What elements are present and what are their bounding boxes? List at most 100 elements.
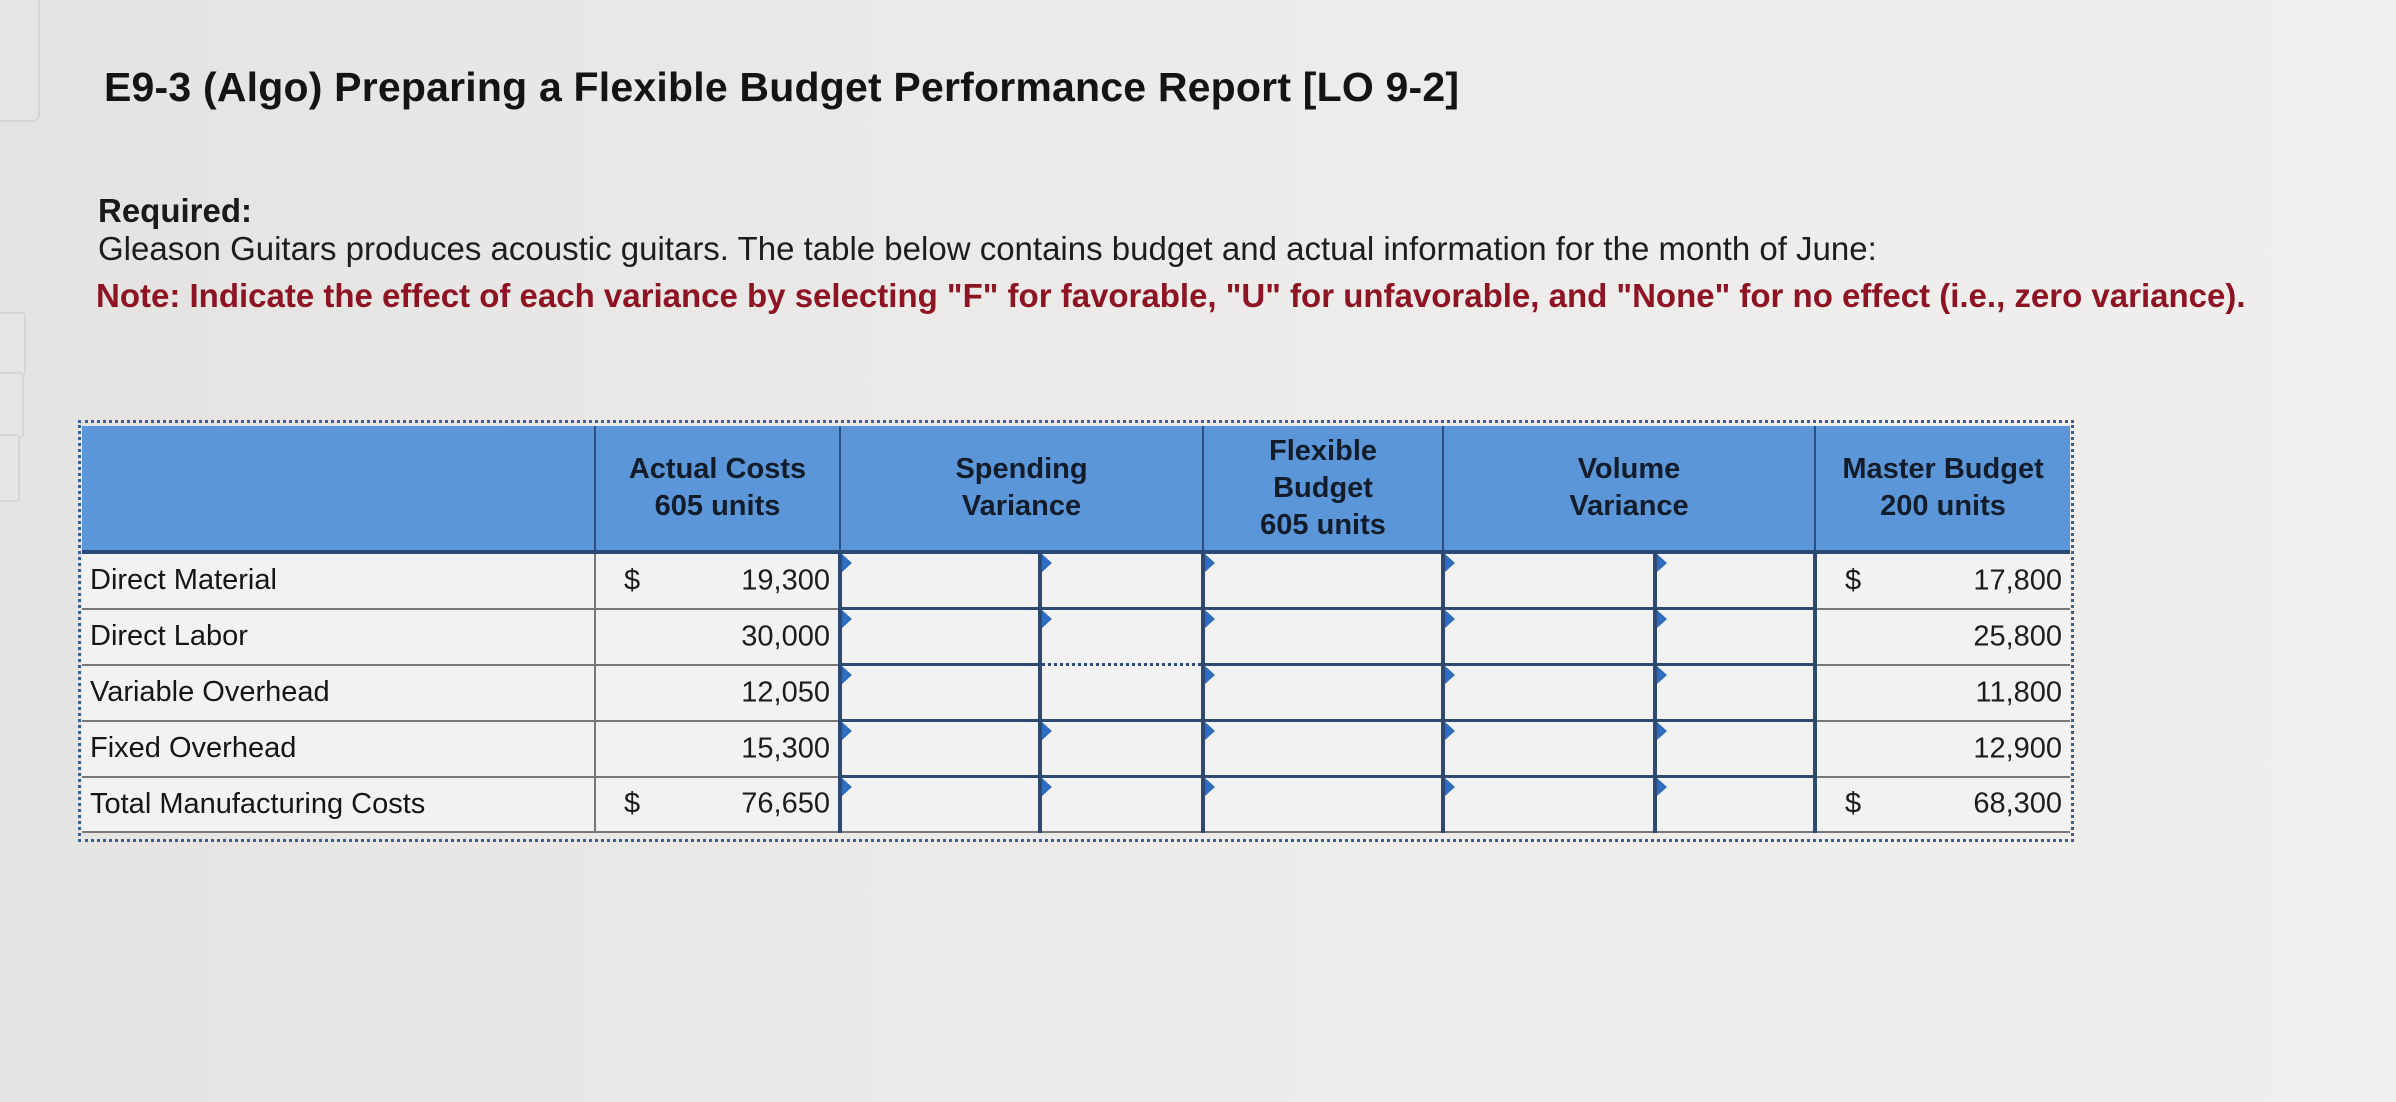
table-row-direct-labor: Direct Labor 30,000 25,800 [82,607,2071,666]
header-flexible-line1: Flexible [1269,434,1378,467]
performance-report-table-container: Actual Costs 605 units Spending Variance… [78,420,2074,842]
spending-variance-amount-input[interactable] [838,607,1042,666]
flexible-budget-performance-report: Actual Costs 605 units Spending Variance… [82,426,2071,833]
volume-variance-amount-field[interactable] [1445,554,1654,607]
spending-variance-effect-field[interactable] [1042,610,1202,663]
flexible-budget-field[interactable] [1205,610,1442,663]
table-row-variable-overhead: Variable Overhead 12,050 11,800 [82,663,2071,722]
spending-variance-amount-input[interactable] [838,663,1042,722]
currency-symbol: $ [1845,564,1862,597]
volume-variance-amount-input[interactable] [1441,550,1658,610]
currency-symbol: $ [1845,787,1862,820]
flexible-budget-field[interactable] [1205,554,1442,607]
actual-cost-value: 30,000 [741,620,830,652]
volume-variance-effect-select[interactable] [1653,663,1818,722]
flexible-budget-input[interactable] [1201,607,1446,666]
required-label: Required: [98,192,253,229]
flexible-budget-input[interactable] [1201,663,1446,722]
spending-variance-effect-select[interactable] [1037,775,1206,833]
volume-variance-effect-field[interactable] [1657,722,1814,775]
volume-variance-effect-select[interactable] [1653,607,1818,666]
master-budget-value: 12,900 [1973,732,2063,764]
volume-variance-amount-input[interactable] [1441,719,1658,778]
header-row: Actual Costs 605 units Spending Variance… [82,426,2071,554]
volume-variance-amount-input[interactable] [1441,775,1658,833]
actual-cost-value: 15,300 [741,732,830,764]
spending-variance-effect-select[interactable] [1037,550,1206,610]
spending-variance-effect-select-focused[interactable] [1038,663,1205,722]
actual-cost-value: 76,650 [741,787,830,820]
row-label: Fixed Overhead [82,720,595,778]
actual-cost-cell: $ 19,300 [594,552,840,610]
header-actual-units: 605 units [654,490,781,522]
actual-cost-value: 19,300 [741,564,830,597]
flexible-budget-input[interactable] [1201,775,1446,833]
flexible-budget-field[interactable] [1205,778,1442,831]
header-volume-line2: Variance [1569,490,1689,522]
spending-variance-amount-field[interactable] [842,666,1038,719]
volume-variance-effect-field[interactable] [1657,666,1814,719]
volume-variance-amount-input[interactable] [1441,663,1658,722]
master-budget-value: 25,800 [1973,620,2063,652]
spending-variance-effect-field[interactable] [1042,666,1202,719]
header-actual-title: Actual Costs [628,453,807,485]
side-panel-tab [0,434,20,502]
volume-variance-effect-select[interactable] [1653,775,1818,833]
actual-cost-cell: 12,050 [594,664,840,722]
spending-variance-effect-select[interactable] [1037,719,1206,778]
page-title: E9-3 (Algo) Preparing a Flexible Budget … [104,64,1460,110]
volume-variance-effect-select[interactable] [1653,550,1818,610]
volume-variance-effect-select[interactable] [1653,719,1818,778]
table-row-fixed-overhead: Fixed Overhead 15,300 12,900 [82,719,2071,778]
flexible-budget-field[interactable] [1205,666,1442,719]
row-label: Total Manufacturing Costs [82,776,595,833]
actual-cost-value: 12,050 [741,676,830,708]
actual-cost-cell: 30,000 [594,608,840,666]
master-budget-cell: 11,800 [1813,664,2071,722]
currency-symbol: $ [624,564,641,597]
spending-variance-amount-input[interactable] [838,719,1042,778]
header-flexible-budget: Flexible Budget 605 units [1202,426,1444,554]
flexible-budget-input[interactable] [1201,719,1446,778]
volume-variance-amount-input[interactable] [1441,607,1658,666]
actual-cost-cell: 15,300 [594,720,840,778]
row-label: Direct Material [82,552,595,610]
header-flexible-units: 605 units [1260,508,1386,541]
problem-intro: Gleason Guitars produces acoustic guitar… [98,230,1877,267]
header-spending-line1: Spending [955,453,1088,485]
volume-variance-amount-field[interactable] [1445,610,1654,663]
header-line-item [82,426,595,554]
header-master-title: Master Budget [1842,453,2044,485]
master-budget-cell: 12,900 [1813,720,2071,778]
table-row-direct-material: Direct Material $ 19,300 $ 17,800 [82,550,2071,610]
spending-variance-effect-field[interactable] [1042,778,1202,831]
spending-variance-effect-select[interactable] [1037,607,1206,666]
spending-variance-amount-field[interactable] [842,778,1038,831]
volume-variance-amount-field[interactable] [1445,666,1654,719]
spending-variance-effect-field[interactable] [1042,722,1202,775]
header-master-units: 200 units [1880,490,2006,522]
instruction-note: Note: Indicate the effect of each varian… [96,277,2246,314]
side-panel-tab [0,0,40,122]
volume-variance-amount-field[interactable] [1445,722,1654,775]
spending-variance-amount-field[interactable] [842,554,1038,607]
spending-variance-amount-field[interactable] [842,722,1038,775]
header-master-budget: Master Budget 200 units [1814,426,2071,554]
spending-variance-amount-field[interactable] [842,610,1038,663]
volume-variance-amount-field[interactable] [1445,778,1654,831]
header-spending-variance: Spending Variance [838,426,1204,554]
volume-variance-effect-field[interactable] [1657,554,1814,607]
spending-variance-amount-input[interactable] [838,550,1042,610]
row-label: Variable Overhead [82,664,595,722]
master-budget-cell: 25,800 [1813,608,2071,666]
header-volume-variance: Volume Variance [1442,426,1816,554]
master-budget-value: 11,800 [1975,676,2063,708]
header-spending-line2: Variance [961,490,1082,522]
volume-variance-effect-field[interactable] [1657,778,1814,831]
spending-variance-effect-field[interactable] [1042,554,1202,607]
flexible-budget-input[interactable] [1201,550,1446,610]
master-budget-cell: $ 17,800 [1813,552,2071,610]
spending-variance-amount-input[interactable] [838,775,1042,833]
flexible-budget-field[interactable] [1205,722,1442,775]
volume-variance-effect-field[interactable] [1657,610,1814,663]
